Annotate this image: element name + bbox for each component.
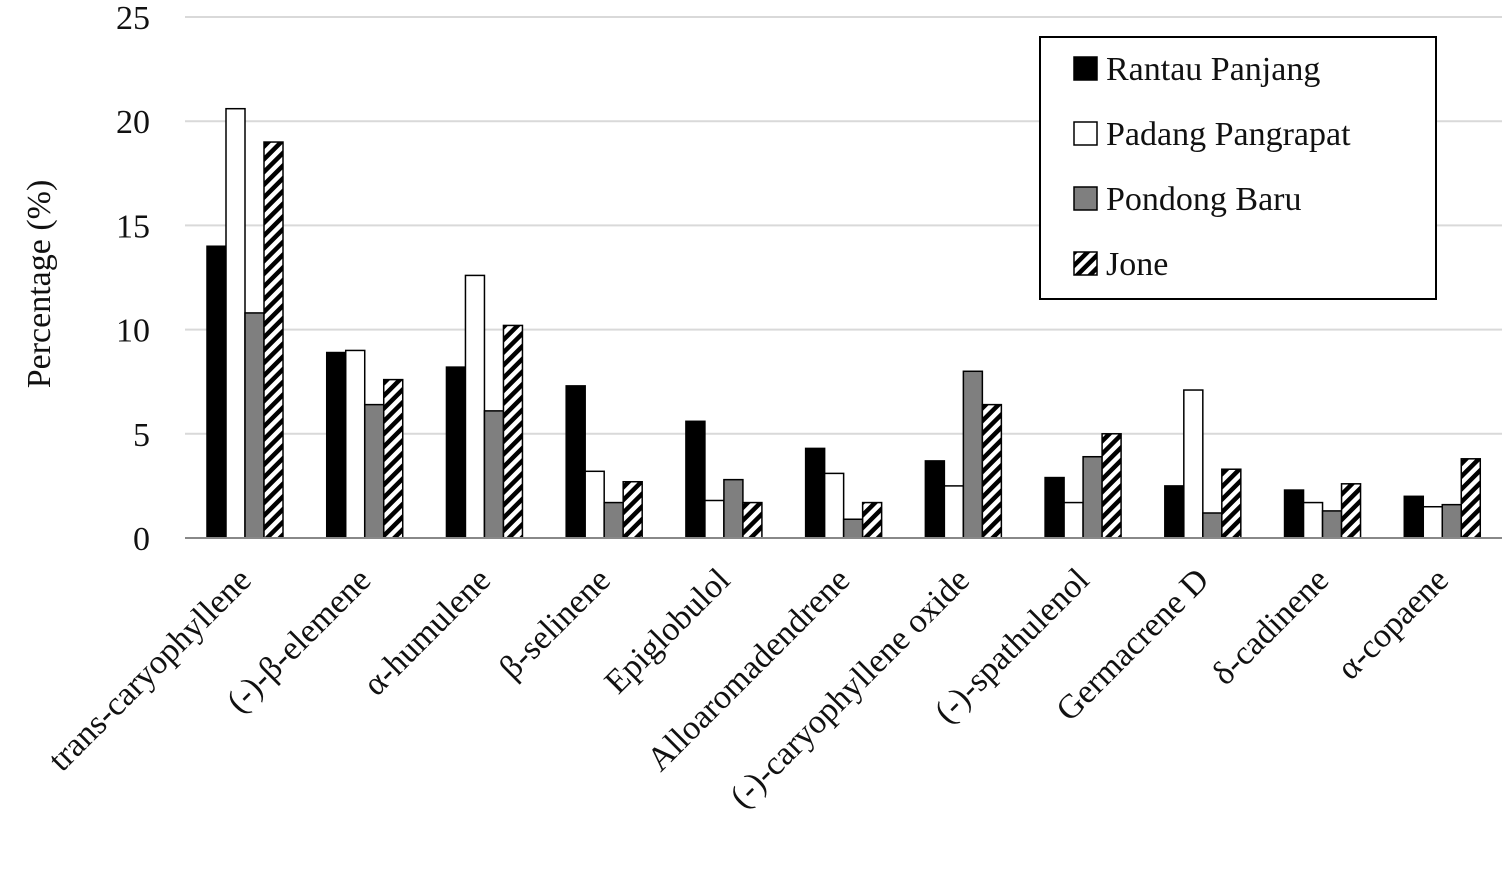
- bar-pondong-baru: [962, 370, 984, 539]
- legend-label: Jone: [1106, 246, 1168, 283]
- bar-rantau-panjang: [1283, 489, 1305, 539]
- legend-swatch: [1073, 186, 1098, 211]
- x-category-label: δ-cadinene: [1205, 561, 1336, 692]
- bar-pondong-baru: [244, 312, 265, 539]
- bar-jone: [1340, 483, 1362, 539]
- legend-label: Padang Pangrapat: [1106, 116, 1351, 153]
- bar-pondong-baru: [1321, 510, 1343, 539]
- bar-rantau-panjang: [924, 460, 946, 539]
- bar-jone: [1221, 468, 1242, 539]
- legend: Rantau Panjang Padang Pangrapat Pondong Ba…: [1039, 36, 1437, 300]
- x-category-label: trans-caryophyllene: [41, 561, 258, 778]
- bar-pondong-baru: [723, 478, 744, 539]
- bar-rantau-panjang: [1403, 495, 1425, 539]
- bar-padang-pangrapat: [1063, 501, 1084, 539]
- bar-jone: [742, 501, 763, 539]
- bar-rantau-panjang: [685, 420, 706, 539]
- bar-jone: [263, 141, 284, 539]
- bar-padang-pangrapat: [704, 499, 725, 539]
- x-category-label: β-selinene: [493, 561, 618, 686]
- bar-pondong-baru: [1202, 512, 1223, 539]
- y-tick-label: 20: [116, 104, 150, 141]
- bar-pondong-baru: [1441, 503, 1463, 539]
- bar-jone: [1460, 458, 1482, 539]
- x-category-label: (-)-caryophyllene oxide: [723, 561, 977, 815]
- y-tick-label: 10: [116, 313, 150, 350]
- y-axis-title: Percentage (%): [21, 180, 58, 389]
- bar-jone: [622, 480, 643, 539]
- x-category-label: Alloaromadendrene: [640, 561, 857, 778]
- bar-pondong-baru: [1082, 455, 1103, 539]
- bar-pondong-baru: [842, 518, 864, 539]
- bar-padang-pangrapat: [1422, 505, 1444, 539]
- legend-label: Pondong Baru: [1106, 181, 1302, 218]
- bars: [206, 107, 1482, 539]
- bar-jone: [382, 378, 404, 539]
- y-tick-label: 25: [116, 0, 150, 37]
- bar-padang-pangrapat: [344, 349, 366, 539]
- bar-padang-pangrapat: [225, 107, 246, 539]
- bar-jone: [502, 324, 524, 539]
- bar-padang-pangrapat: [464, 274, 486, 539]
- legend-swatch: [1073, 56, 1098, 81]
- bar-jone: [861, 501, 883, 539]
- bar-padang-pangrapat: [584, 470, 605, 539]
- bar-padang-pangrapat: [1183, 389, 1204, 539]
- y-tick-label: 5: [133, 417, 150, 454]
- bar-pondong-baru: [603, 501, 624, 539]
- x-category-label: α-copaene: [1330, 561, 1456, 687]
- bar-rantau-panjang: [206, 245, 227, 539]
- x-category-label: α-humulene: [356, 561, 498, 703]
- bar-rantau-panjang: [1164, 485, 1185, 539]
- bar-rantau-panjang: [565, 385, 586, 539]
- bar-padang-pangrapat: [943, 485, 965, 539]
- legend-box: [1039, 36, 1437, 300]
- y-axis-ticks: 0 5 10 15 20 25: [116, 0, 150, 558]
- bar-rantau-panjang: [325, 351, 347, 539]
- y-tick-label: 15: [116, 208, 150, 245]
- bar-jone: [981, 403, 1003, 539]
- legend-swatch: [1073, 121, 1098, 146]
- legend-label: Rantau Panjang: [1106, 51, 1320, 88]
- bar-rantau-panjang: [804, 447, 826, 539]
- bar-pondong-baru: [483, 410, 505, 539]
- x-axis-labels: trans-caryophyllene(-)-β-elemeneα-humule…: [41, 561, 1455, 815]
- bar-rantau-panjang: [1044, 476, 1065, 539]
- bar-rantau-panjang: [445, 366, 467, 539]
- y-tick-label: 0: [133, 521, 150, 558]
- bar-padang-pangrapat: [823, 472, 845, 539]
- bar-pondong-baru: [363, 403, 385, 539]
- bar-padang-pangrapat: [1302, 501, 1324, 539]
- bar-jone: [1101, 433, 1122, 539]
- legend-swatch: [1073, 251, 1098, 276]
